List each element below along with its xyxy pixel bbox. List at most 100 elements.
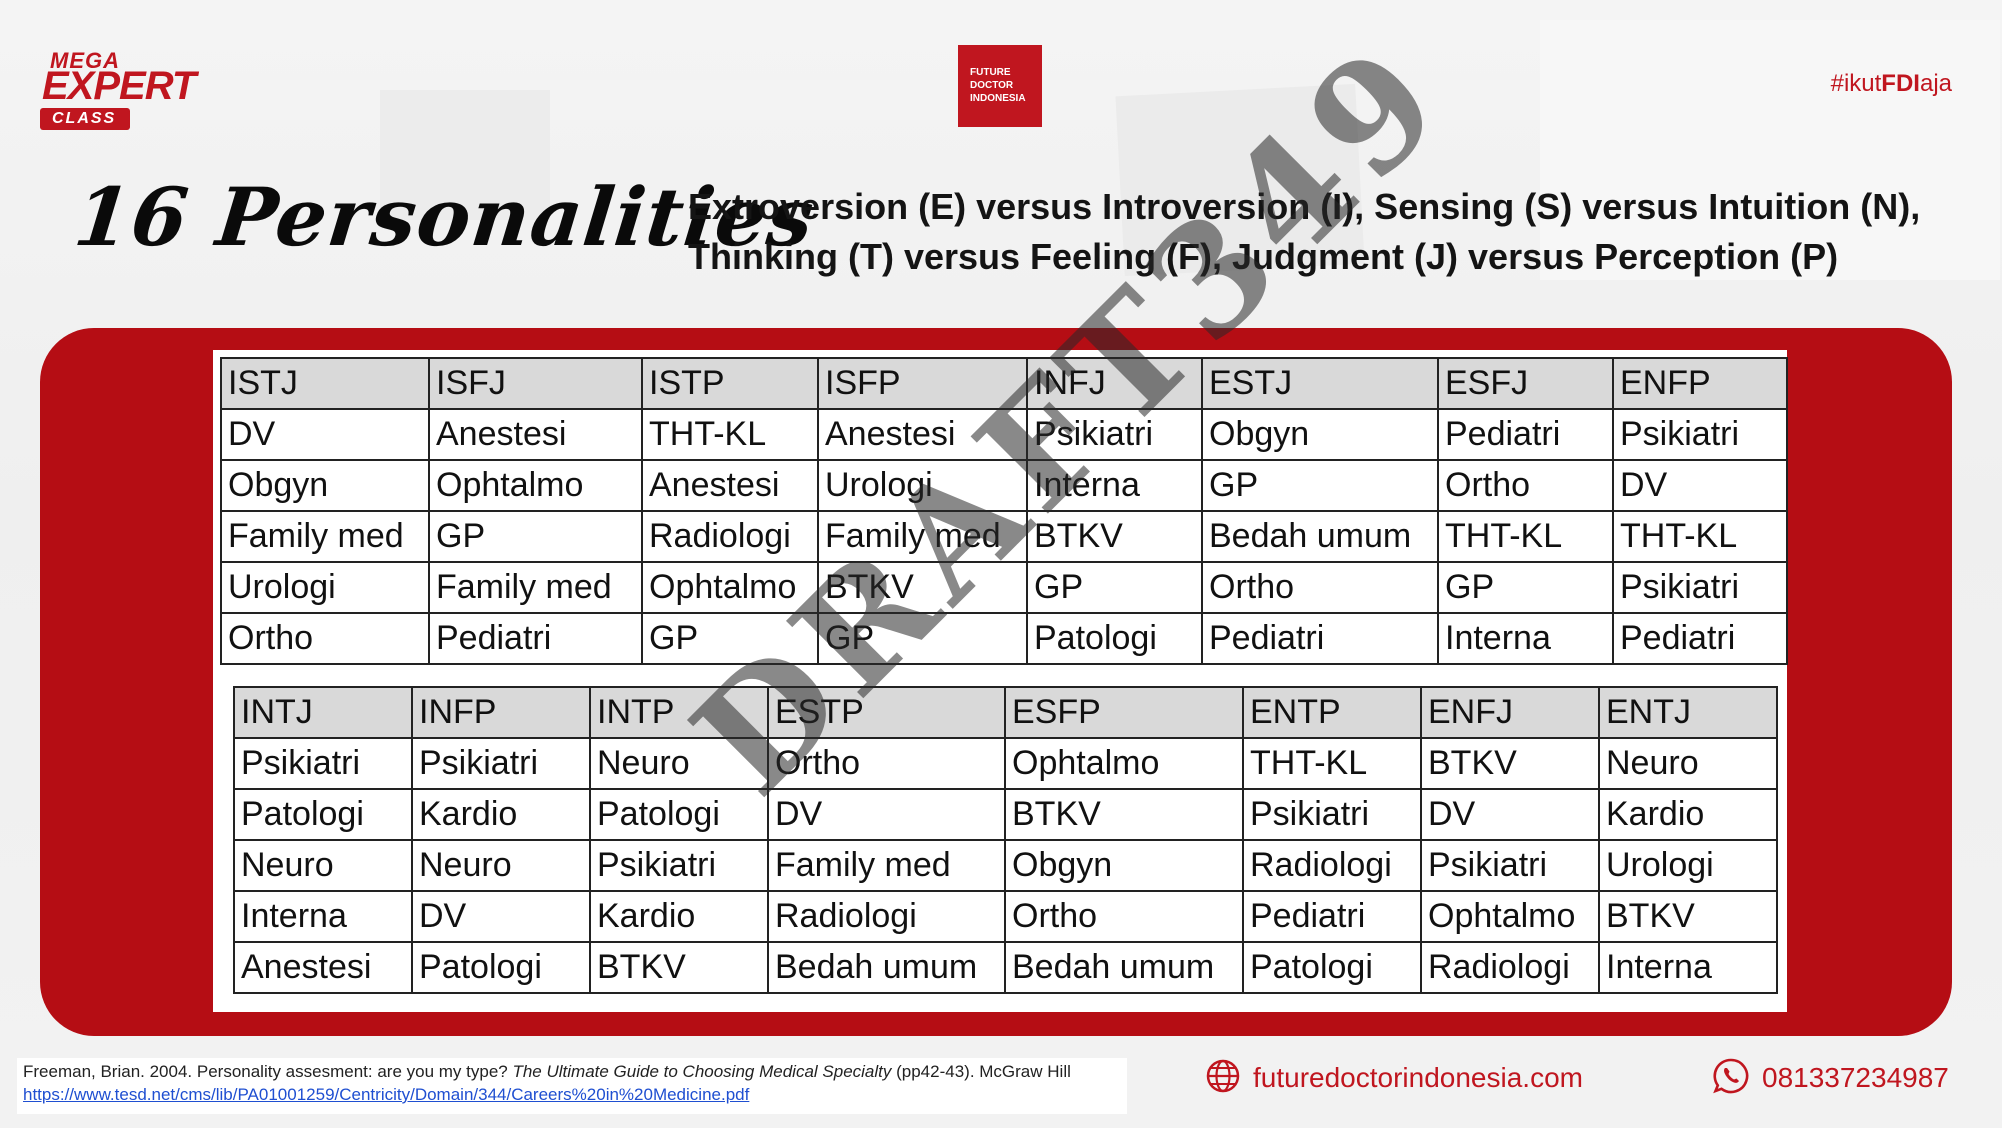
website-text: futuredoctorindonesia.com bbox=[1253, 1062, 1583, 1093]
subtitle-line: Thinking (T) versus Feeling (F), Judgmen… bbox=[688, 236, 1839, 277]
personality-type-header: ESFJ bbox=[1437, 357, 1614, 410]
specialty-cell: GP bbox=[641, 612, 819, 665]
specialty-cell: BTKV bbox=[1598, 890, 1778, 943]
specialty-cell: THT-KL bbox=[1612, 510, 1788, 563]
table-row: Urologi Family med Ophtalmo BTKV GP Ortho GP Ps… bbox=[220, 561, 1788, 614]
specialty-cell: Interna bbox=[1598, 941, 1778, 994]
specialty-cell: GP bbox=[817, 612, 1028, 665]
specialty-cell: Psikiatri bbox=[1420, 839, 1600, 892]
specialty-cell: DV bbox=[1612, 459, 1788, 512]
page-subtitle: Extroversion (E) versus Introversion (I)… bbox=[688, 182, 1978, 282]
table-row: DV Anestesi THT-KL Anestesi Psikiatri Obgyn Pe… bbox=[220, 408, 1788, 461]
table-row: Anestesi Patologi BTKV Bedah umum Bedah umum… bbox=[233, 941, 1778, 994]
citation-book-title: The Ultimate Guide to Choosing Medical S… bbox=[512, 1062, 892, 1081]
personality-type-header: INTJ bbox=[233, 686, 413, 739]
personality-type-header: ENFJ bbox=[1420, 686, 1600, 739]
website-contact[interactable]: futuredoctorindonesia.com bbox=[1205, 1058, 1583, 1098]
specialty-cell: BTKV bbox=[1004, 788, 1244, 841]
specialty-cell: Kardio bbox=[411, 788, 591, 841]
specialty-cell: Obgyn bbox=[1201, 408, 1439, 461]
citation-link[interactable]: https://www.tesd.net/cms/lib/PA01001259/… bbox=[23, 1085, 750, 1104]
specialty-cell: Neuro bbox=[233, 839, 413, 892]
specialty-cell: Family med bbox=[817, 510, 1028, 563]
table-row: Family med GP Radiologi Family med BTKV Bedah… bbox=[220, 510, 1788, 563]
specialty-cell: Pediatri bbox=[1242, 890, 1422, 943]
citation-author: Freeman, Brian. 2004. Personality assesm… bbox=[23, 1062, 508, 1081]
personality-type-header: ISFJ bbox=[428, 357, 643, 410]
phone-contact[interactable]: 081337234987 bbox=[1712, 1058, 1949, 1098]
specialty-cell: Psikiatri bbox=[589, 839, 769, 892]
specialty-cell: DV bbox=[220, 408, 430, 461]
logo-expert-text: EXPERT bbox=[42, 64, 196, 108]
hashtag-bold: FDI bbox=[1881, 70, 1920, 97]
personality-type-header: INFP bbox=[411, 686, 591, 739]
specialty-cell: Bedah umum bbox=[1201, 510, 1439, 563]
specialty-cell: Family med bbox=[428, 561, 643, 614]
specialty-cell: BTKV bbox=[589, 941, 769, 994]
globe-icon bbox=[1205, 1058, 1241, 1098]
specialty-cell: Anestesi bbox=[641, 459, 819, 512]
specialty-cell: Radiologi bbox=[767, 890, 1006, 943]
specialty-cell: Psikiatri bbox=[233, 737, 413, 790]
specialty-cell: Patologi bbox=[589, 788, 769, 841]
specialty-cell: Ophtalmo bbox=[1420, 890, 1600, 943]
personality-type-header: ISTP bbox=[641, 357, 819, 410]
specialty-cell: Patologi bbox=[233, 788, 413, 841]
specialty-cell: Radiologi bbox=[641, 510, 819, 563]
specialty-cell: Kardio bbox=[589, 890, 769, 943]
specialty-cell: Ortho bbox=[1201, 561, 1439, 614]
specialty-cell: BTKV bbox=[1420, 737, 1600, 790]
specialty-cell: Anestesi bbox=[428, 408, 643, 461]
personality-table-1: ISTJ ISFJ ISTP ISFP INFJ ESTJ ESFJ ENFP DV Aneste… bbox=[220, 357, 1788, 665]
specialty-cell: Kardio bbox=[1598, 788, 1778, 841]
specialty-cell: Ortho bbox=[767, 737, 1006, 790]
specialty-cell: Pediatri bbox=[1437, 408, 1614, 461]
specialty-cell: Pediatri bbox=[428, 612, 643, 665]
personality-type-header: ENFP bbox=[1612, 357, 1788, 410]
specialty-cell: Bedah umum bbox=[1004, 941, 1244, 994]
subtitle-line: Extroversion (E) versus Introversion (I)… bbox=[688, 186, 1921, 227]
fdi-logo-line: INDONESIA bbox=[970, 93, 1026, 104]
specialty-cell: Urologi bbox=[1598, 839, 1778, 892]
table-row: Patologi Kardio Patologi DV BTKV Psikiatri DV K… bbox=[233, 788, 1778, 841]
specialty-cell: DV bbox=[411, 890, 591, 943]
specialty-cell: Obgyn bbox=[1004, 839, 1244, 892]
phone-text: 081337234987 bbox=[1762, 1062, 1949, 1093]
mega-expert-class-logo: MEGA EXPERT CLASS bbox=[38, 48, 198, 130]
whatsapp-icon bbox=[1712, 1057, 1750, 1099]
specialty-cell: Patologi bbox=[1026, 612, 1203, 665]
background-frame bbox=[380, 90, 550, 220]
hashtag-suffix: aja bbox=[1919, 70, 1952, 97]
specialty-cell: GP bbox=[1201, 459, 1439, 512]
personality-type-header: INTP bbox=[589, 686, 769, 739]
specialty-cell: Ophtalmo bbox=[428, 459, 643, 512]
specialty-cell: Radiologi bbox=[1420, 941, 1600, 994]
specialty-cell: Psikiatri bbox=[1612, 408, 1788, 461]
citation-pages: (pp42-43). McGraw Hill bbox=[896, 1062, 1071, 1081]
table-row: Psikiatri Psikiatri Neuro Ortho Ophtalmo THT-… bbox=[233, 737, 1778, 790]
specialty-cell: Psikiatri bbox=[1612, 561, 1788, 614]
logo-mega-text: MEGA bbox=[50, 48, 120, 73]
specialty-cell: Neuro bbox=[411, 839, 591, 892]
specialty-cell: Psikiatri bbox=[411, 737, 591, 790]
specialty-cell: THT-KL bbox=[641, 408, 819, 461]
table-row: Ortho Pediatri GP GP Patologi Pediatri Interna… bbox=[220, 612, 1788, 665]
specialty-cell: Psikiatri bbox=[1026, 408, 1203, 461]
citation: Freeman, Brian. 2004. Personality assesm… bbox=[17, 1058, 1127, 1114]
specialty-cell: Pediatri bbox=[1201, 612, 1439, 665]
table-row: Interna DV Kardio Radiologi Ortho Pediatri Oph… bbox=[233, 890, 1778, 943]
personality-table-2: INTJ INFP INTP ESTP ESFP ENTP ENFJ ENTJ Psikiatr… bbox=[233, 686, 1778, 994]
specialty-cell: Patologi bbox=[1242, 941, 1422, 994]
specialty-cell: Urologi bbox=[220, 561, 430, 614]
specialty-cell: GP bbox=[1026, 561, 1203, 614]
hashtag: #ikutFDIaja bbox=[1831, 70, 1952, 98]
citation-text: Freeman, Brian. 2004. Personality assesm… bbox=[23, 1062, 1121, 1082]
personality-type-header: ENTJ bbox=[1598, 686, 1778, 739]
specialty-cell: Neuro bbox=[1598, 737, 1778, 790]
specialty-cell: Family med bbox=[220, 510, 430, 563]
specialty-cell: Patologi bbox=[411, 941, 591, 994]
personality-type-header: ENTP bbox=[1242, 686, 1422, 739]
fdi-logo-line: DOCTOR bbox=[970, 80, 1014, 91]
background-window bbox=[1540, 20, 2000, 280]
personality-type-header: ESTJ bbox=[1201, 357, 1439, 410]
